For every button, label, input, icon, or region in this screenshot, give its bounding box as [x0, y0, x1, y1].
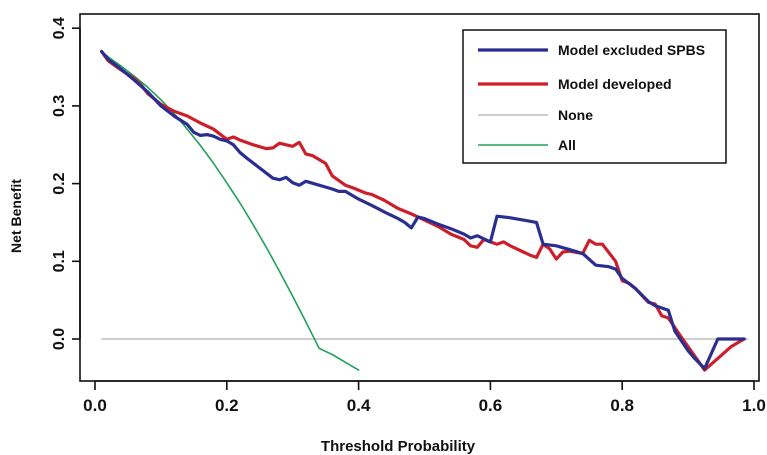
- y-tick-label: 0.3: [51, 95, 68, 117]
- legend-items: Model excluded SPBS Model developed None Al…: [478, 42, 705, 153]
- x-tick-label: 1.0: [742, 396, 766, 415]
- x-tick-label: 0.6: [479, 396, 503, 415]
- axes: 0.0 0.2 0.4 0.6 0.8 1.0 0.0 0.1 0.2 0.3 0.4: [51, 17, 766, 415]
- x-tick-label: 0.8: [610, 396, 634, 415]
- legend-label: Model excluded SPBS: [558, 42, 705, 58]
- legend-box: [462, 29, 727, 164]
- x-tick-label: 0.4: [347, 396, 371, 415]
- y-tick-label: 0.1: [51, 250, 68, 272]
- y-tick-label: 0.2: [51, 172, 68, 194]
- legend-label: None: [558, 107, 593, 123]
- x-tick-label: 0.2: [215, 396, 239, 415]
- series-lines: [99, 49, 749, 372]
- legend: Model excluded SPBS Model developed None Al…: [462, 29, 727, 164]
- y-tick-label: 0.0: [51, 328, 68, 350]
- x-axis-title: Threshold Probability: [321, 438, 476, 455]
- x-tick-label: 0.0: [83, 396, 107, 415]
- series-line-model-excluded-spbs: [99, 49, 746, 371]
- series-line-all: [100, 50, 360, 371]
- legend-label: All: [558, 137, 576, 153]
- legend-label: Model developed: [558, 76, 672, 92]
- y-axis-title: Net Benefit: [8, 179, 24, 253]
- y-tick-label: 0.4: [51, 17, 68, 39]
